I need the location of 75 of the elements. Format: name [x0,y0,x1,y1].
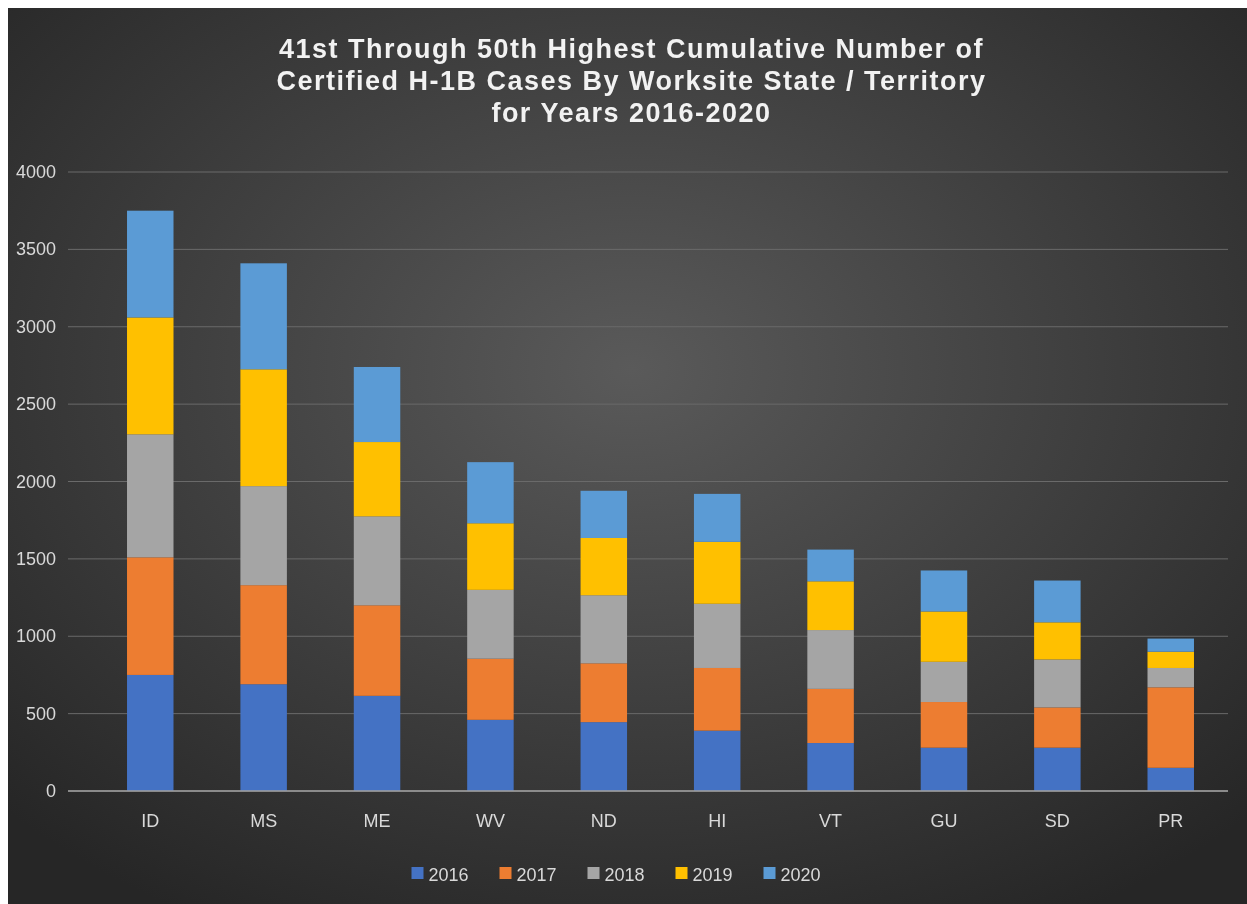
x-tick-label: VT [819,811,843,831]
bar [467,658,514,720]
bar [1034,580,1081,623]
y-tick-label: 1500 [15,548,56,569]
bar [1147,651,1194,668]
y-tick-label: 3500 [15,239,56,260]
bar [240,486,287,586]
legend-label: 2016 [428,865,469,885]
chart-title: 41st Through 50th Highest Cumulative Number of Certified H-1B Cases By Worksite State / Territory for Years 2016-2020 [276,34,987,128]
bar [353,366,401,443]
bar [920,570,968,612]
bar [580,537,628,596]
bar [807,549,854,582]
bar [693,603,741,668]
bar [693,541,741,604]
bar [467,523,514,590]
bar [467,462,514,524]
bar [467,589,514,659]
bar [580,663,628,723]
bar [693,730,741,791]
bar [807,688,854,744]
y-tick-label: 500 [25,703,56,724]
bar [807,630,854,689]
bar [467,719,514,791]
bar [580,595,628,664]
y-tick-label: 0 [45,781,56,801]
x-tick-label: ME [363,811,391,831]
y-tick-label: 2500 [15,394,56,415]
legend-label: 2019 [692,865,733,885]
y-tick-label: 3000 [15,316,56,337]
bar [127,674,174,791]
y-tick-label: 1000 [15,626,56,647]
bar [920,661,968,703]
bar [127,434,174,558]
legend-label: 2018 [604,865,645,885]
bar [807,743,854,791]
legend-label: 2020 [780,865,821,885]
bar [353,516,401,606]
bar [127,557,174,675]
x-tick-label: GU [930,811,958,831]
bar [240,263,287,370]
bar [353,605,401,696]
bar [353,442,401,517]
bar [240,585,287,685]
bar [920,747,968,791]
bar [240,684,287,791]
bar [1147,638,1194,652]
bar [1034,747,1081,791]
x-tick-label: PR [1158,811,1184,831]
bar [580,490,628,538]
bar [127,317,174,435]
legend-label: 2017 [516,865,557,885]
bar [1034,659,1081,708]
x-tick-label: ID [141,811,160,831]
bar [127,210,174,318]
x-tick-label: HI [708,811,727,831]
bar [920,702,968,748]
bar [807,581,854,631]
bar [693,493,741,542]
bar [920,611,968,662]
x-tick-label: SD [1044,811,1070,831]
bar [353,695,401,791]
y-tick-label: 2000 [15,471,56,492]
bar [1147,767,1194,791]
y-tick-label: 4000 [15,162,56,182]
bar [1034,707,1081,748]
x-tick-label: WV [475,811,505,831]
bar [240,369,287,487]
x-tick-label: ND [590,811,617,831]
bar [1147,687,1194,768]
bar [1147,667,1194,688]
bar [1034,622,1081,660]
x-tick-label: MS [250,811,278,831]
bar [693,667,741,731]
bar [580,722,628,791]
